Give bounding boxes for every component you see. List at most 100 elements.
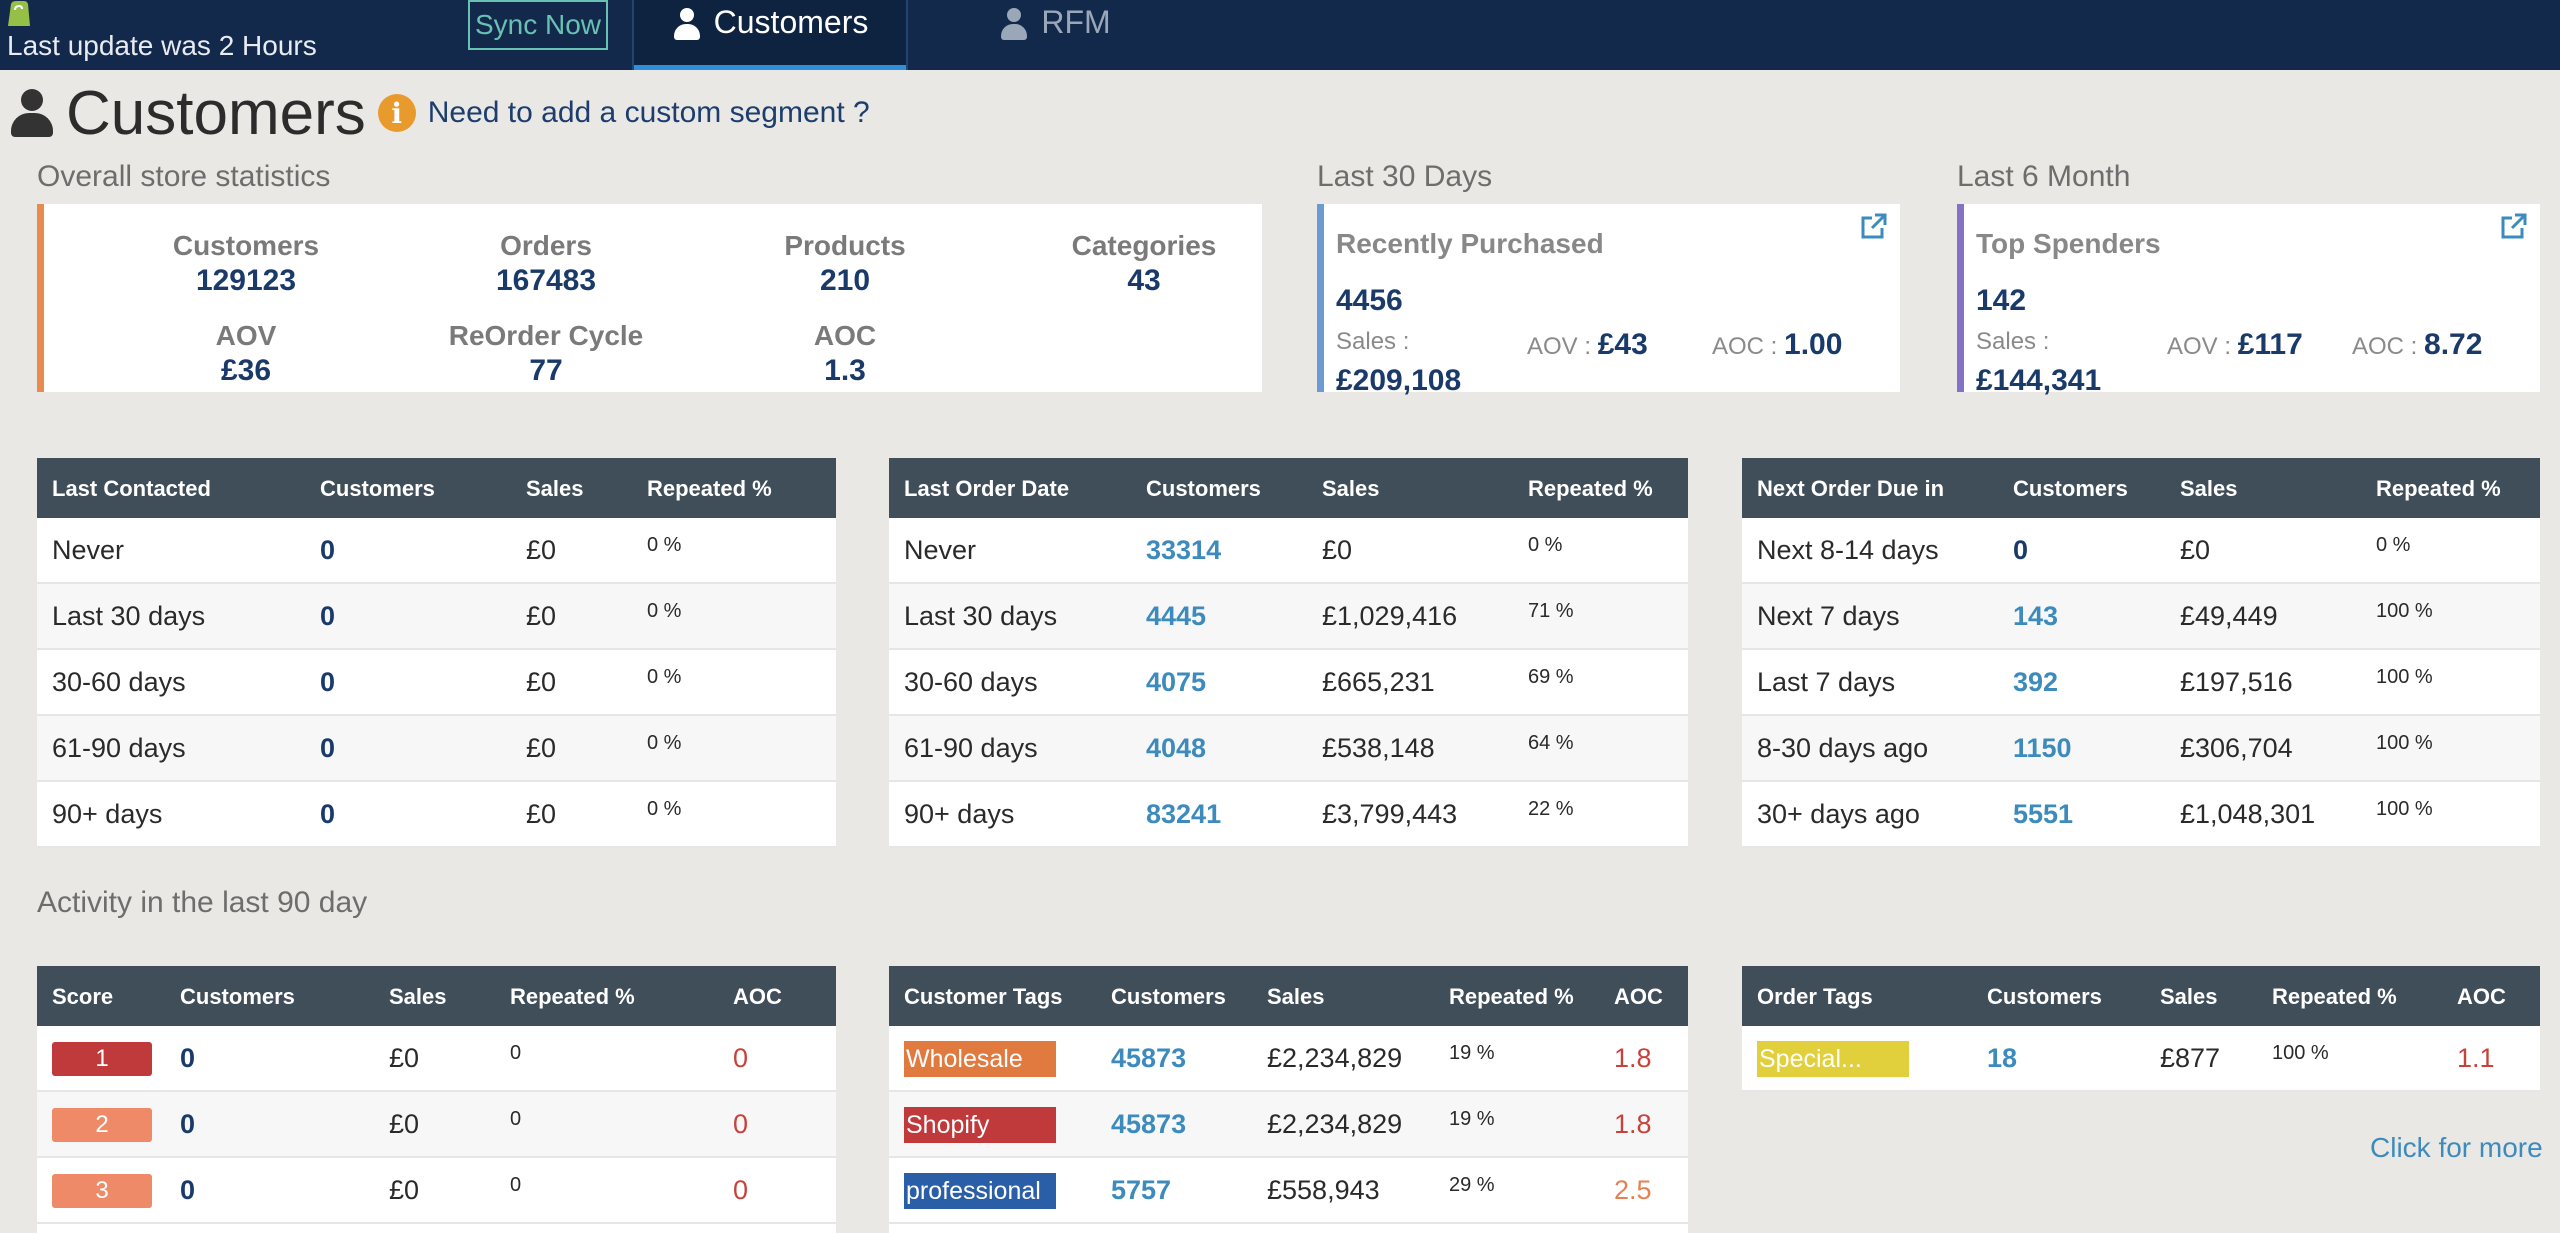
column-header[interactable]: Sales	[1267, 984, 1325, 1009]
column-header[interactable]: Repeated %	[510, 984, 635, 1009]
activity-section-title: Activity in the last 90 day	[37, 886, 368, 919]
customers-count[interactable]: 0	[180, 1043, 196, 1073]
table-header: Score Customers Sales Repeated % AOC	[37, 966, 836, 1026]
tag-badge[interactable]: Special...	[1757, 1041, 1909, 1077]
column-header[interactable]: Sales	[389, 984, 447, 1009]
repeated-percent: 0 %	[647, 732, 682, 754]
top-bar: Last update was 2 Hours Sync Now Custome…	[0, 0, 2560, 70]
customers-count[interactable]: 45873	[1111, 1109, 1187, 1139]
column-header[interactable]: Repeated %	[1449, 984, 1574, 1009]
customers-count[interactable]: 0	[180, 1175, 196, 1205]
repeated-percent: 0 %	[647, 798, 682, 820]
repeated-percent: 0 %	[647, 534, 682, 556]
next-order-due-table: Next Order Due in Customers Sales Repeat…	[1742, 458, 2540, 848]
column-header[interactable]: Customers	[1987, 984, 2102, 1009]
sales-value: £665,231	[1322, 667, 1435, 697]
repeated-percent: 22 %	[1528, 798, 1574, 820]
stat-value: 43	[1127, 264, 1161, 297]
click-for-more-link[interactable]: Click for more	[2370, 1132, 2543, 1163]
customers-count[interactable]: 83241	[1146, 799, 1222, 829]
customers-count[interactable]: 392	[2013, 667, 2059, 697]
column-header[interactable]: Sales	[2180, 476, 2238, 501]
column-header[interactable]: Repeated %	[1528, 476, 1653, 501]
column-header[interactable]: Customers	[180, 984, 295, 1009]
sales-value: £306,704	[2180, 733, 2293, 763]
column-header[interactable]: Next Order Due in	[1757, 476, 1945, 501]
table-body: 1 0 £0 0 0 2 0 £0 0 0 3 0 £0 0 0	[37, 1026, 836, 1224]
customers-count[interactable]: 5551	[2013, 799, 2074, 829]
column-header[interactable]: AOC	[1614, 984, 1663, 1009]
stat-value: 167483	[495, 264, 597, 297]
customers-count[interactable]: 0	[320, 601, 336, 631]
column-header[interactable]: AOC	[2457, 984, 2506, 1009]
row-label: Last 30 days	[52, 601, 206, 631]
customers-count[interactable]: 0	[320, 733, 336, 763]
customers-count[interactable]: 1150	[2013, 733, 2072, 763]
column-header[interactable]: Last Contacted	[52, 476, 211, 501]
customers-count[interactable]: 0	[320, 799, 336, 829]
column-header[interactable]: Repeated %	[2272, 984, 2397, 1009]
repeated-percent: 100 %	[2376, 666, 2433, 688]
aov-value: £43	[1597, 328, 1648, 361]
column-header[interactable]: Repeated %	[647, 476, 772, 501]
customers-count[interactable]: 45873	[1111, 1043, 1187, 1073]
tab-rfm[interactable]: RFM	[960, 0, 1150, 70]
repeated-percent: 0	[510, 1042, 522, 1064]
overall-section-title: Overall store statistics	[37, 160, 331, 193]
customers-count[interactable]: 4075	[1146, 667, 1207, 697]
aov-label: AOV :	[1527, 333, 1592, 360]
customers-count[interactable]: 4445	[1146, 601, 1207, 631]
customers-count[interactable]: 143	[2013, 601, 2059, 631]
info-icon[interactable]: i	[377, 94, 416, 132]
column-header[interactable]: Repeated %	[2376, 476, 2501, 501]
last-order-date-table: Last Order Date Customers Sales Repeated…	[889, 458, 1688, 848]
top-spenders-card[interactable]: Top Spenders 142 Sales : £144,341 AOV : …	[1957, 204, 2540, 397]
column-header[interactable]: Last Order Date	[904, 476, 1070, 501]
row-label: 30-60 days	[904, 667, 1038, 697]
tag-badge[interactable]: Shopify	[904, 1107, 1056, 1143]
customers-count[interactable]: 5757	[1111, 1175, 1172, 1205]
last-contacted-table: Last Contacted Customers Sales Repeated …	[37, 458, 836, 848]
tag-badge[interactable]: Wholesale	[904, 1041, 1056, 1077]
repeated-percent: 64 %	[1528, 732, 1574, 754]
custom-segment-link[interactable]: Need to add a custom segment ?	[427, 96, 870, 129]
column-header[interactable]: Customers	[1146, 476, 1261, 501]
user-icon	[672, 8, 702, 42]
column-header[interactable]: Order Tags	[1757, 984, 1873, 1009]
customers-count[interactable]: 0	[180, 1109, 196, 1139]
stat-aoc: AOC 1.3	[715, 320, 975, 388]
customers-count[interactable]: 0	[320, 535, 336, 565]
sales-label: Sales :	[1976, 328, 2050, 355]
stat-reorder-cycle: ReOrder Cycle 77	[416, 320, 676, 388]
aoc-value: 0	[733, 1109, 749, 1139]
sales-value: £0	[526, 535, 557, 565]
column-header[interactable]: Sales	[2160, 984, 2218, 1009]
column-header[interactable]: Customers	[320, 476, 435, 501]
tab-customers[interactable]: Customers	[632, 0, 908, 70]
aoc-value: 2.5	[1614, 1175, 1652, 1205]
column-header[interactable]: Customers	[2013, 476, 2128, 501]
column-header[interactable]: AOC	[733, 984, 782, 1009]
aoc-label: AOC :	[2352, 333, 2418, 360]
row-label: 30+ days ago	[1757, 799, 1920, 829]
column-header[interactable]: Customer Tags	[904, 984, 1063, 1009]
column-header[interactable]: Customers	[1111, 984, 1226, 1009]
customers-count[interactable]: 4048	[1146, 733, 1207, 763]
card-count: 4456	[1336, 284, 1403, 317]
external-link-icon[interactable]	[2500, 212, 2528, 240]
recently-purchased-card[interactable]: Recently Purchased 4456 Sales : £209,108…	[1317, 204, 1900, 397]
customers-count[interactable]: 33314	[1146, 535, 1222, 565]
table-row: Shopify 45873 £2,234,829 19 % 1.8	[889, 1092, 1688, 1158]
row-label: 8-30 days ago	[1757, 733, 1929, 763]
aoc-value: 0	[733, 1043, 749, 1073]
sales-value: £3,799,443	[1322, 799, 1458, 829]
customers-count[interactable]: 0	[2013, 535, 2029, 565]
customers-count[interactable]: 0	[320, 667, 336, 697]
tag-badge[interactable]: professional	[904, 1173, 1056, 1209]
sync-now-button[interactable]: Sync Now	[468, 0, 608, 50]
column-header[interactable]: Score	[52, 984, 114, 1009]
external-link-icon[interactable]	[1860, 212, 1888, 240]
column-header[interactable]: Sales	[526, 476, 584, 501]
customers-count[interactable]: 18	[1987, 1043, 2018, 1073]
column-header[interactable]: Sales	[1322, 476, 1380, 501]
